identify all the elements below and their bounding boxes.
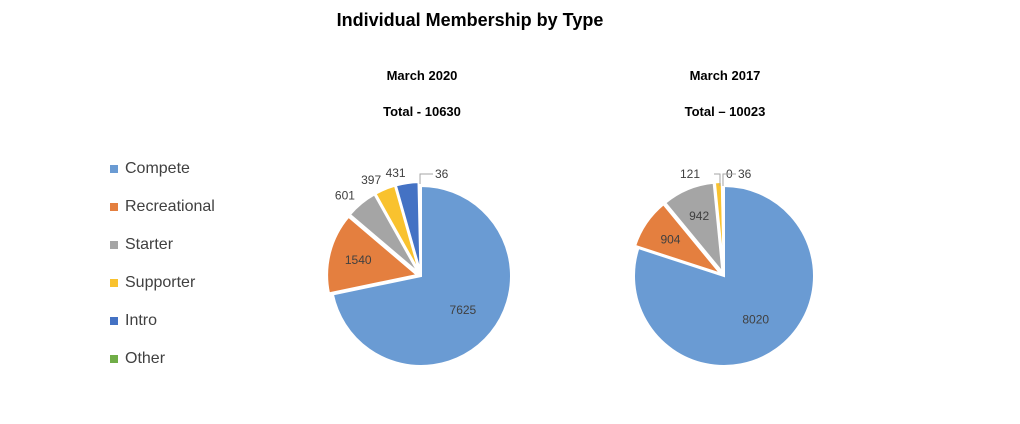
- chart-1-label-supporter: 397: [361, 173, 381, 187]
- chart-2-label-compete: 8020: [742, 313, 769, 327]
- legend-item-compete: Compete: [110, 150, 215, 188]
- chart-2-subtitle: Total – 10023: [684, 104, 766, 119]
- legend-item-other: Other: [110, 340, 215, 378]
- legend-swatch-supporter: [110, 279, 118, 287]
- chart-1-leader-other: [419, 173, 433, 185]
- chart-1-subtitle: Total - 10630: [383, 104, 461, 119]
- chart-1-title: March 2020: [386, 68, 458, 83]
- chart-2-label-starter: 942: [689, 209, 709, 223]
- legend-swatch-other: [110, 355, 118, 363]
- chart-1-label-other: 36: [435, 167, 449, 181]
- legend-swatch-recreational: [110, 203, 118, 211]
- chart-1-label-starter: 601: [335, 189, 355, 203]
- chart-1-label-compete: 7625: [450, 303, 477, 317]
- chart-2-leader-supporter: [714, 173, 721, 186]
- legend-item-supporter: Supporter: [110, 264, 215, 302]
- chart-1-label-intro: 431: [386, 166, 406, 180]
- chart-1-slice-starter: [348, 193, 420, 274]
- chart-1-label-recreational: 1540: [345, 253, 372, 267]
- chart-2-label-supporter: 121: [680, 167, 700, 181]
- legend-swatch-compete: [110, 165, 118, 173]
- legend-label: Starter: [125, 236, 174, 253]
- chart-2-slice-compete: [633, 184, 815, 367]
- legend-swatch-intro: [110, 317, 118, 325]
- chart-1-slice-compete: [331, 184, 512, 367]
- chart-2-label-other: 36: [738, 167, 752, 181]
- legend: Compete Recreational Starter Supporter I…: [110, 150, 215, 378]
- legend-label: Recreational: [125, 198, 215, 215]
- chart-2-slice-recreational: [633, 202, 724, 276]
- legend-label: Other: [125, 350, 166, 367]
- chart-2-slice-starter: [663, 181, 724, 276]
- legend-label: Supporter: [125, 274, 196, 291]
- legend-label: Intro: [125, 312, 158, 329]
- chart-main-title: Individual Membership by Type: [336, 10, 604, 30]
- chart-2-title: March 2017: [689, 68, 761, 83]
- legend-swatch-starter: [110, 241, 118, 249]
- chart-1-slice-recreational: [326, 215, 420, 295]
- legend-label: Compete: [125, 160, 190, 177]
- legend-item-recreational: Recreational: [110, 188, 215, 226]
- chart-2-label-recreational: 904: [660, 232, 680, 246]
- chart-2-leader-other: [722, 173, 736, 185]
- legend-item-intro: Intro: [110, 302, 215, 340]
- legend-item-starter: Starter: [110, 226, 215, 264]
